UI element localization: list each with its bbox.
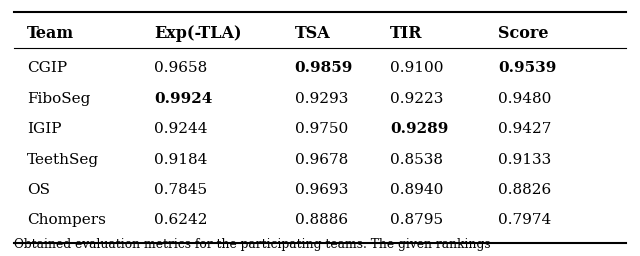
Text: Team: Team xyxy=(27,25,74,41)
Text: 0.6242: 0.6242 xyxy=(154,214,208,227)
Text: 0.9924: 0.9924 xyxy=(154,92,212,106)
Text: 0.9539: 0.9539 xyxy=(499,61,557,76)
Text: 0.9693: 0.9693 xyxy=(294,183,348,197)
Text: IGIP: IGIP xyxy=(27,122,61,136)
Text: TeethSeg: TeethSeg xyxy=(27,153,99,167)
Text: 0.9293: 0.9293 xyxy=(294,92,348,106)
Text: Score: Score xyxy=(499,25,549,41)
Text: FiboSeg: FiboSeg xyxy=(27,92,90,106)
Text: 0.9289: 0.9289 xyxy=(390,122,449,136)
Text: 0.9480: 0.9480 xyxy=(499,92,552,106)
Text: 0.8940: 0.8940 xyxy=(390,183,444,197)
Text: OS: OS xyxy=(27,183,50,197)
Text: 0.9100: 0.9100 xyxy=(390,61,444,76)
Text: CGIP: CGIP xyxy=(27,61,67,76)
Text: 0.9427: 0.9427 xyxy=(499,122,552,136)
Text: 0.7974: 0.7974 xyxy=(499,214,552,227)
Text: 0.9223: 0.9223 xyxy=(390,92,444,106)
Text: 0.9133: 0.9133 xyxy=(499,153,552,167)
Text: 0.9184: 0.9184 xyxy=(154,153,208,167)
Text: TSA: TSA xyxy=(294,25,330,41)
Text: Chompers: Chompers xyxy=(27,214,106,227)
Text: TIR: TIR xyxy=(390,25,422,41)
Text: 0.9678: 0.9678 xyxy=(294,153,348,167)
Text: 0.8826: 0.8826 xyxy=(499,183,552,197)
Text: 0.7845: 0.7845 xyxy=(154,183,207,197)
Text: Exp(-TLA): Exp(-TLA) xyxy=(154,25,242,41)
Text: 0.9658: 0.9658 xyxy=(154,61,207,76)
Text: 0.9244: 0.9244 xyxy=(154,122,208,136)
Text: Obtained evaluation metrics for the participating teams. The given rankings: Obtained evaluation metrics for the part… xyxy=(14,238,491,251)
Text: 0.9859: 0.9859 xyxy=(294,61,353,76)
Text: 0.8795: 0.8795 xyxy=(390,214,444,227)
Text: 0.9750: 0.9750 xyxy=(294,122,348,136)
Text: 0.8538: 0.8538 xyxy=(390,153,443,167)
Text: 0.8886: 0.8886 xyxy=(294,214,348,227)
